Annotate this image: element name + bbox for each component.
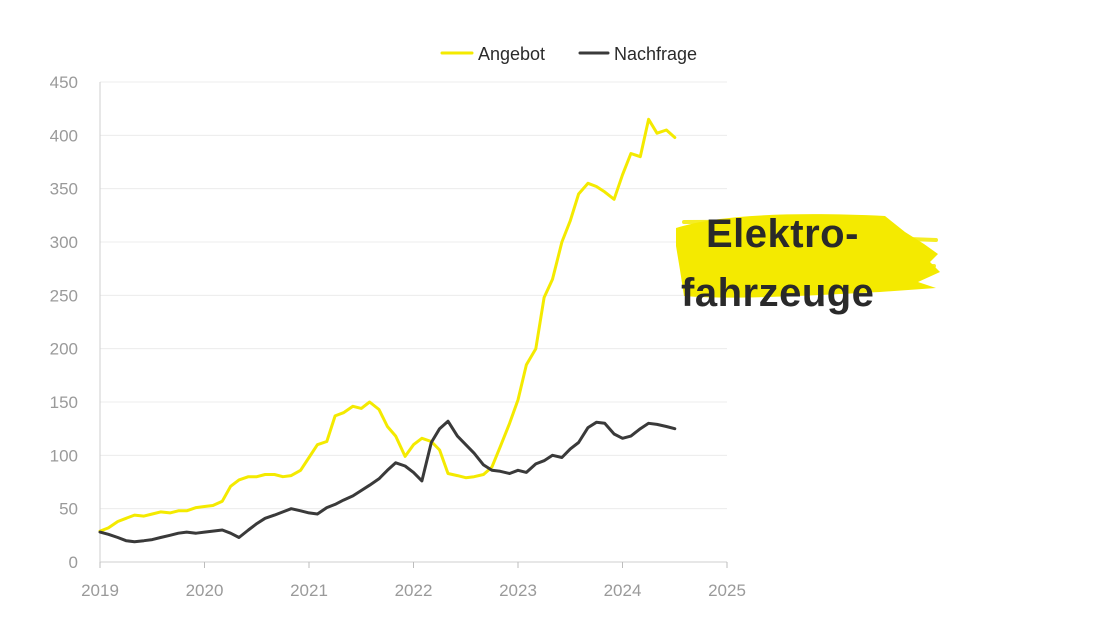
gridlines: [100, 81, 727, 510]
category-annotation: Elektro- fahrzeuge: [676, 212, 940, 315]
y-tick-label: 100: [50, 446, 78, 465]
brush-stroke-streak: [876, 264, 936, 270]
legend-label-nachfrage: Nachfrage: [614, 44, 697, 64]
x-tick-label: 2024: [604, 581, 642, 600]
x-tick-label: 2023: [499, 581, 537, 600]
x-tick-label: 2019: [81, 581, 119, 600]
legend: Angebot Nachfrage: [440, 44, 697, 64]
y-tick-label: 150: [50, 393, 78, 412]
annotation-line-1: Elektro-: [706, 212, 859, 256]
x-tick-label: 2025: [708, 581, 746, 600]
legend-label-angebot: Angebot: [478, 44, 545, 64]
y-tick-label: 0: [69, 553, 78, 572]
x-tick-label: 2020: [186, 581, 224, 600]
y-tick-label: 400: [50, 126, 78, 145]
plot-series: [98, 117, 677, 544]
y-tick-label: 50: [59, 500, 78, 519]
brush-stroke-streak: [880, 236, 938, 242]
x-tick-label: 2021: [290, 581, 328, 600]
axes: [99, 82, 728, 568]
y-tick-label: 300: [50, 233, 78, 252]
brush-stroke-main: [676, 214, 940, 298]
y-tick-label: 450: [50, 73, 78, 92]
highlight-brush-stroke: [676, 214, 940, 298]
brush-stroke-streak: [688, 285, 902, 292]
legend-item-angebot: Angebot: [440, 44, 545, 64]
legend-item-nachfrage: Nachfrage: [578, 44, 697, 64]
series-line-nachfrage: [98, 419, 677, 544]
y-tick-label: 350: [50, 180, 78, 199]
x-tick-label: 2022: [395, 581, 433, 600]
x-axis-tick-labels: 2019 2020 2021 2022 2023 2024 2025: [81, 581, 746, 600]
y-tick-label: 250: [50, 286, 78, 305]
series-line-angebot: [98, 117, 677, 533]
y-axis-tick-labels: 0 50 100 150 200 250 300 350 400 450: [50, 73, 78, 572]
annotation-line-2: fahrzeuge: [681, 271, 874, 315]
y-tick-label: 200: [50, 340, 78, 359]
brush-stroke-streak: [682, 219, 872, 224]
